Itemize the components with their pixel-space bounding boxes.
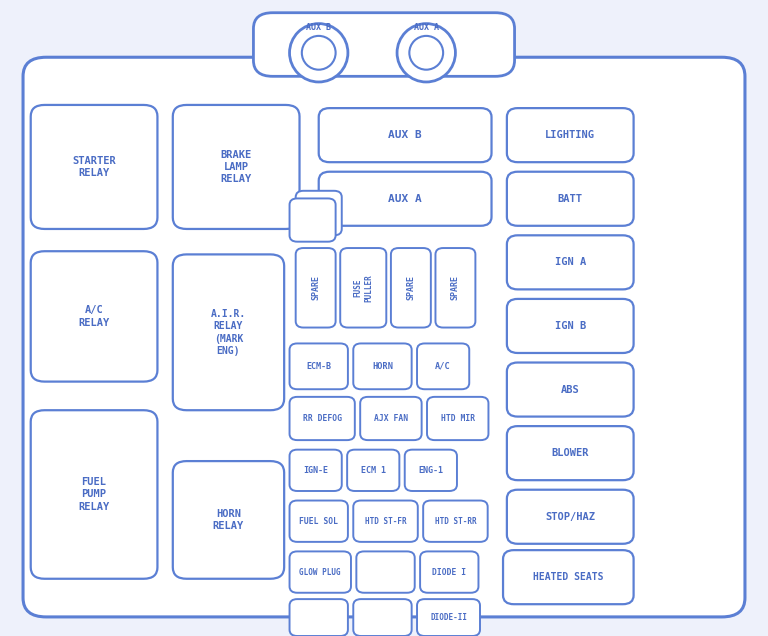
FancyBboxPatch shape — [507, 172, 634, 226]
Text: A/C: A/C — [435, 362, 451, 371]
Text: HORN: HORN — [372, 362, 393, 371]
Text: AUX A: AUX A — [414, 24, 439, 32]
Text: GLOW PLUG: GLOW PLUG — [300, 567, 341, 577]
Text: A/C
RELAY: A/C RELAY — [78, 305, 110, 328]
FancyBboxPatch shape — [173, 254, 284, 410]
Text: STOP/HAZ: STOP/HAZ — [545, 512, 595, 522]
Text: RR DEFOG: RR DEFOG — [303, 414, 342, 423]
FancyBboxPatch shape — [360, 397, 422, 440]
Text: ECM 1: ECM 1 — [361, 466, 386, 475]
FancyBboxPatch shape — [319, 172, 492, 226]
FancyBboxPatch shape — [296, 191, 342, 235]
FancyBboxPatch shape — [290, 599, 348, 636]
FancyBboxPatch shape — [391, 248, 431, 328]
Text: BATT: BATT — [558, 194, 583, 204]
FancyBboxPatch shape — [435, 248, 475, 328]
Text: HEATED SEATS: HEATED SEATS — [533, 572, 604, 582]
FancyBboxPatch shape — [507, 108, 634, 162]
FancyBboxPatch shape — [405, 450, 457, 491]
Text: BRAKE
LAMP
RELAY: BRAKE LAMP RELAY — [220, 149, 252, 184]
FancyBboxPatch shape — [319, 108, 492, 162]
Ellipse shape — [302, 36, 336, 70]
FancyBboxPatch shape — [31, 251, 157, 382]
FancyBboxPatch shape — [353, 599, 412, 636]
Text: ABS: ABS — [561, 385, 580, 394]
FancyBboxPatch shape — [353, 501, 418, 542]
FancyBboxPatch shape — [356, 551, 415, 593]
Text: STARTER
RELAY: STARTER RELAY — [72, 156, 116, 178]
Text: AJX FAN: AJX FAN — [374, 414, 408, 423]
FancyBboxPatch shape — [417, 599, 480, 636]
FancyBboxPatch shape — [31, 410, 157, 579]
Text: ECM-B: ECM-B — [306, 362, 331, 371]
Text: ENG-1: ENG-1 — [419, 466, 443, 475]
FancyBboxPatch shape — [347, 450, 399, 491]
Text: SPARE: SPARE — [311, 275, 320, 300]
FancyBboxPatch shape — [503, 550, 634, 604]
Ellipse shape — [397, 24, 455, 82]
Text: FUEL SOL: FUEL SOL — [300, 516, 338, 526]
FancyBboxPatch shape — [507, 426, 634, 480]
FancyBboxPatch shape — [507, 490, 634, 544]
Text: SPARE: SPARE — [406, 275, 415, 300]
FancyBboxPatch shape — [507, 235, 634, 289]
Text: SPARE: SPARE — [451, 275, 460, 300]
Text: A.I.R.
RELAY
(MARK
ENG): A.I.R. RELAY (MARK ENG) — [211, 308, 246, 356]
FancyBboxPatch shape — [340, 248, 386, 328]
FancyBboxPatch shape — [290, 551, 351, 593]
FancyBboxPatch shape — [353, 343, 412, 389]
Text: AUX B: AUX B — [306, 24, 331, 32]
Text: AUX B: AUX B — [389, 130, 422, 140]
Text: DIODE-II: DIODE-II — [430, 613, 467, 622]
FancyBboxPatch shape — [23, 57, 745, 617]
FancyBboxPatch shape — [420, 551, 478, 593]
FancyBboxPatch shape — [507, 363, 634, 417]
Text: FUSE
PULLER: FUSE PULLER — [353, 274, 373, 301]
Text: HTD ST-FR: HTD ST-FR — [365, 516, 406, 526]
FancyBboxPatch shape — [427, 397, 488, 440]
Text: HORN
RELAY: HORN RELAY — [213, 509, 244, 531]
FancyBboxPatch shape — [417, 343, 469, 389]
Text: DIODE I: DIODE I — [432, 567, 466, 577]
Text: IGN-E: IGN-E — [303, 466, 328, 475]
FancyBboxPatch shape — [290, 198, 336, 242]
FancyBboxPatch shape — [290, 501, 348, 542]
FancyBboxPatch shape — [290, 450, 342, 491]
FancyBboxPatch shape — [296, 248, 336, 328]
FancyBboxPatch shape — [290, 397, 355, 440]
FancyBboxPatch shape — [423, 501, 488, 542]
Text: HTD MIR: HTD MIR — [441, 414, 475, 423]
FancyBboxPatch shape — [31, 105, 157, 229]
FancyBboxPatch shape — [173, 105, 300, 229]
Ellipse shape — [290, 24, 348, 82]
Text: AUX A: AUX A — [389, 194, 422, 204]
FancyBboxPatch shape — [173, 461, 284, 579]
Text: IGN A: IGN A — [554, 258, 586, 267]
FancyBboxPatch shape — [507, 299, 634, 353]
Text: FUEL
PUMP
RELAY: FUEL PUMP RELAY — [78, 477, 110, 512]
Ellipse shape — [409, 36, 443, 70]
Text: IGN B: IGN B — [554, 321, 586, 331]
FancyBboxPatch shape — [290, 343, 348, 389]
Text: BLOWER: BLOWER — [551, 448, 589, 458]
Text: LIGHTING: LIGHTING — [545, 130, 595, 140]
FancyBboxPatch shape — [253, 13, 515, 76]
Text: HTD ST-RR: HTD ST-RR — [435, 516, 476, 526]
